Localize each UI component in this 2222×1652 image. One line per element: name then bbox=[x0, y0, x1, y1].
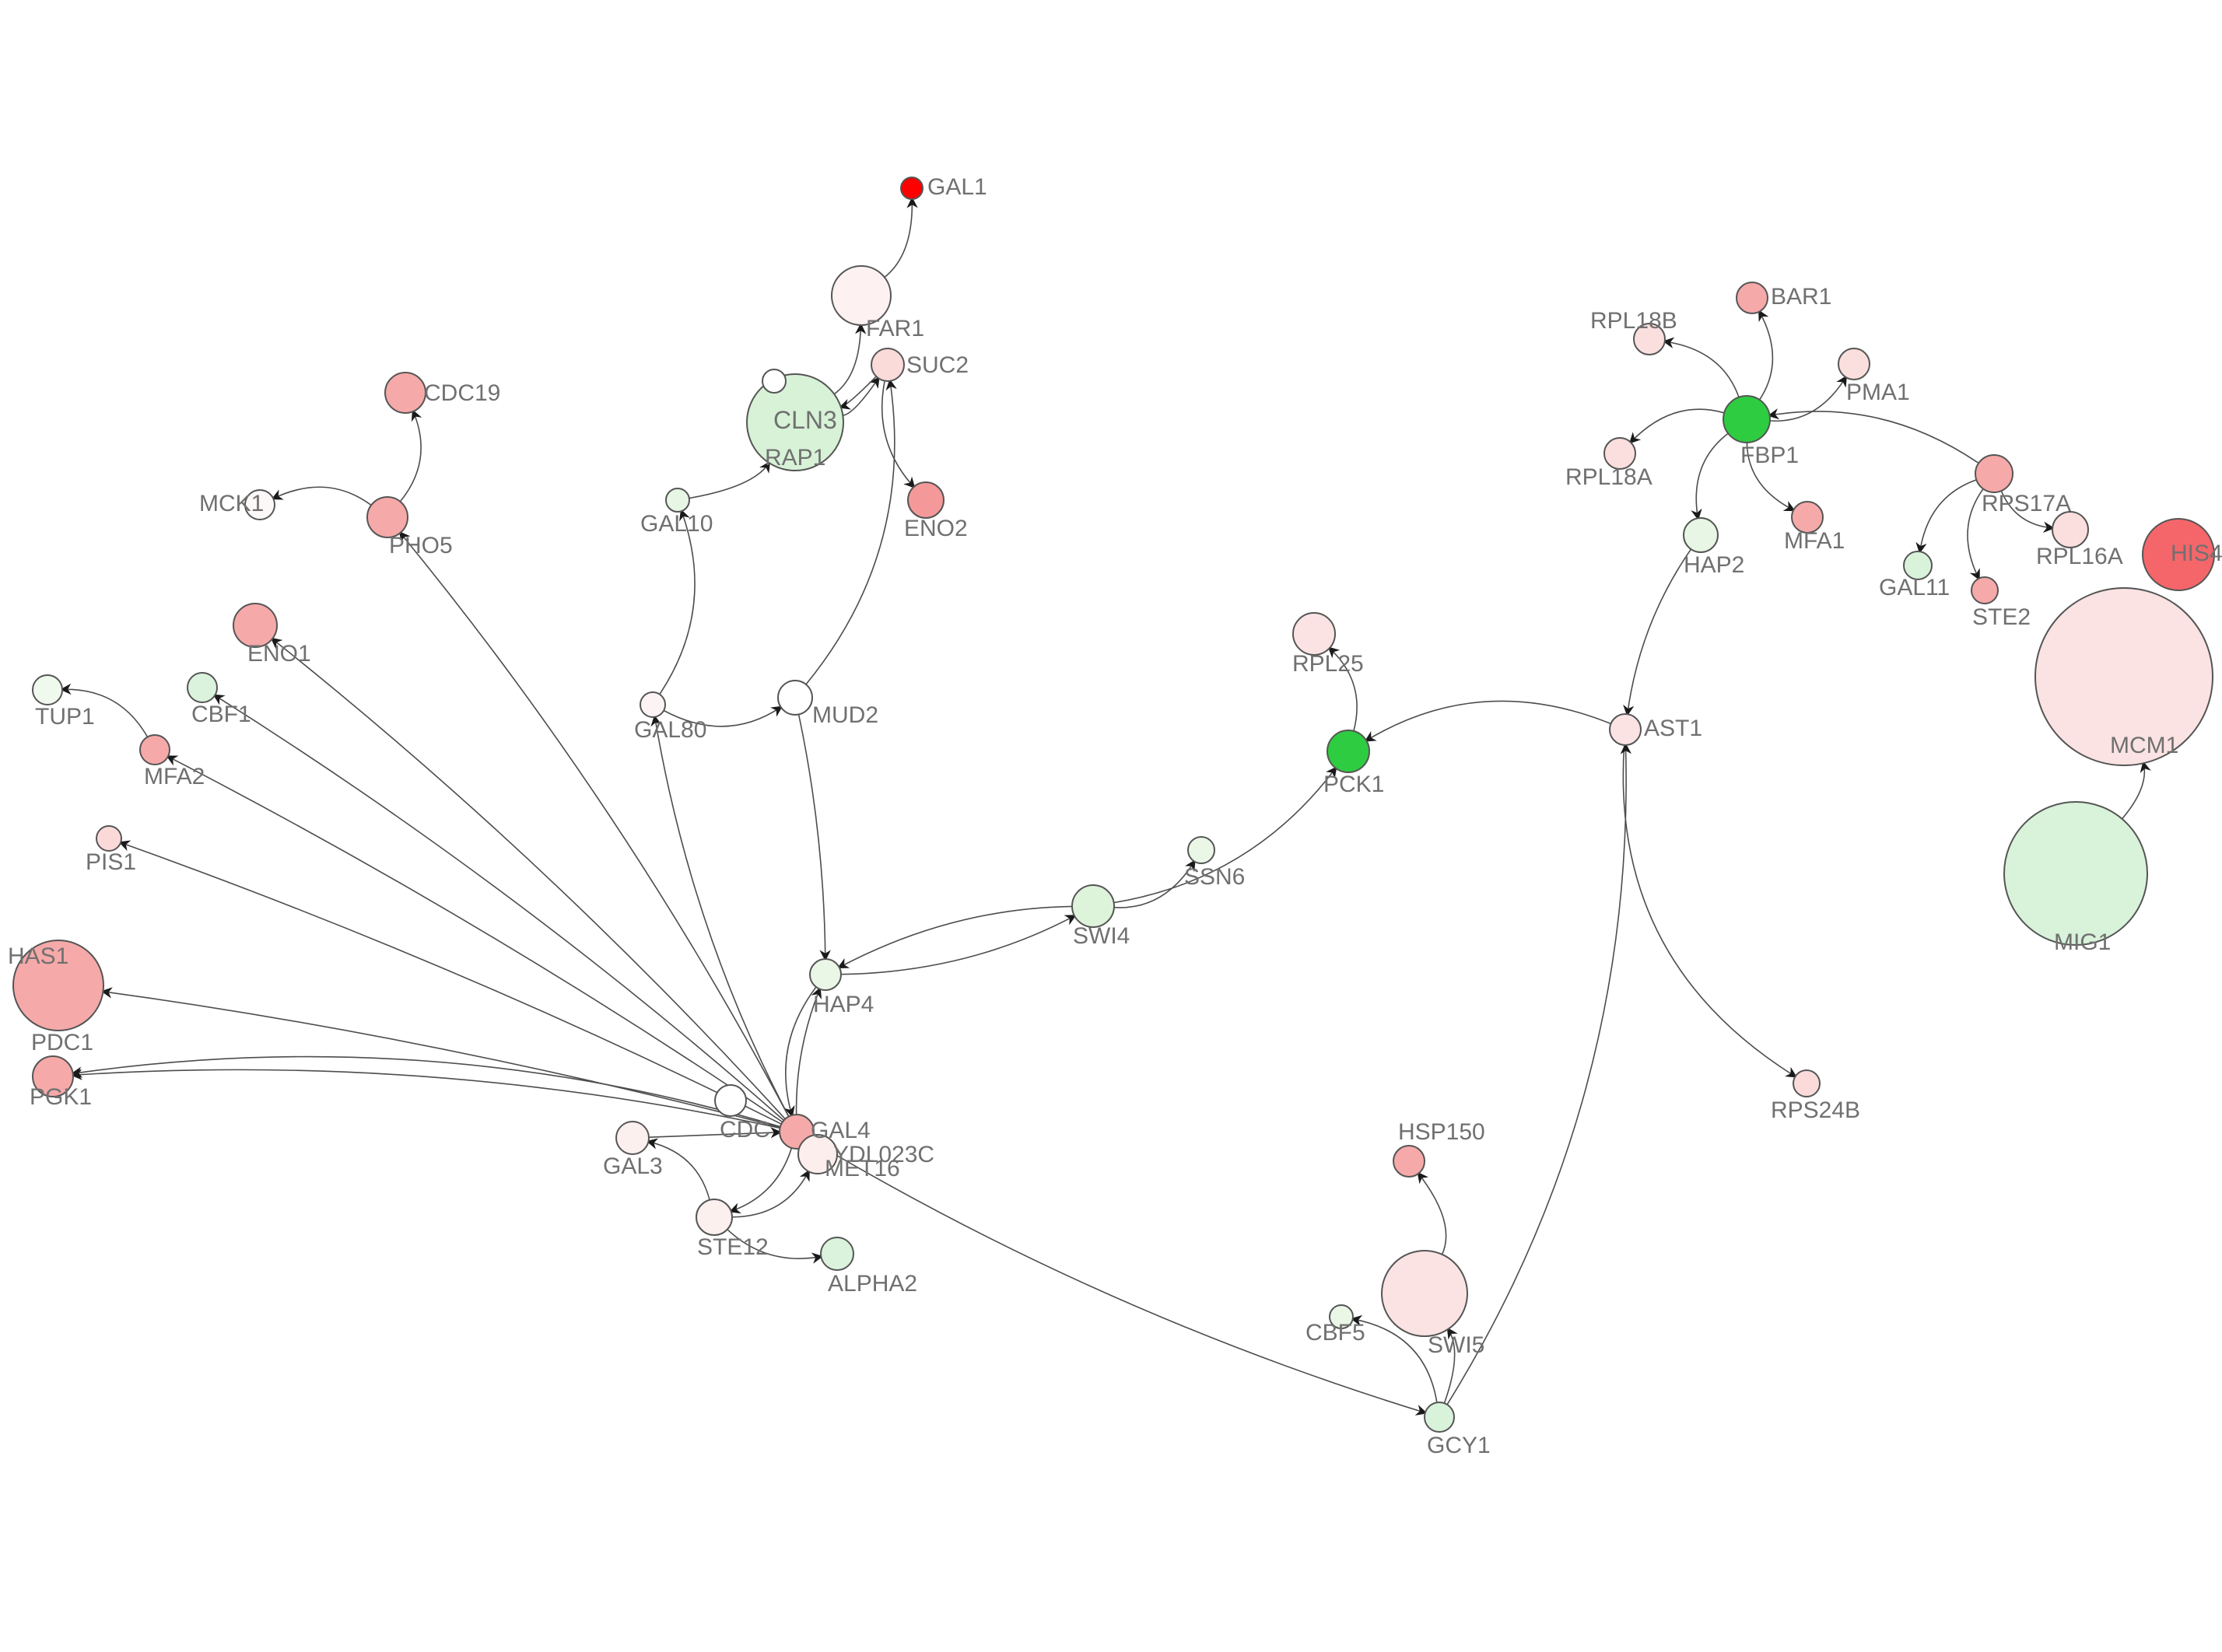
svg-text:MCK1: MCK1 bbox=[199, 491, 264, 516]
svg-text:PMA1: PMA1 bbox=[1846, 380, 1910, 405]
svg-text:GAL3: GAL3 bbox=[603, 1153, 663, 1179]
svg-text:HAP2: HAP2 bbox=[1684, 552, 1744, 578]
svg-text:MCM1: MCM1 bbox=[2110, 733, 2178, 758]
svg-text:GAL11: GAL11 bbox=[1879, 575, 1950, 600]
svg-text:PCK1: PCK1 bbox=[1323, 772, 1384, 797]
svg-text:PDC1: PDC1 bbox=[31, 1030, 93, 1055]
svg-text:SUC2: SUC2 bbox=[906, 352, 969, 378]
svg-text:RPL18A: RPL18A bbox=[1565, 464, 1652, 490]
svg-text:CBF5: CBF5 bbox=[1306, 1320, 1365, 1346]
svg-text:ENO1: ENO1 bbox=[247, 641, 311, 667]
svg-text:MFA1: MFA1 bbox=[1784, 528, 1845, 554]
svg-text:BAR1: BAR1 bbox=[1771, 284, 1831, 310]
svg-text:GCY1: GCY1 bbox=[1427, 1433, 1491, 1458]
svg-text:ENO2: ENO2 bbox=[904, 516, 968, 541]
svg-text:RAP1: RAP1 bbox=[765, 445, 825, 471]
svg-text:TUP1: TUP1 bbox=[35, 704, 95, 730]
svg-text:HAP4: HAP4 bbox=[813, 992, 874, 1017]
svg-text:GAL10: GAL10 bbox=[640, 511, 713, 537]
svg-text:SWI4: SWI4 bbox=[1073, 923, 1130, 949]
svg-text:RPS17A: RPS17A bbox=[1982, 491, 2071, 516]
svg-text:SSN6: SSN6 bbox=[1184, 864, 1245, 890]
svg-text:RPL18B: RPL18B bbox=[1590, 308, 1677, 334]
svg-text:AST1: AST1 bbox=[1644, 716, 1702, 741]
svg-text:RPS24B: RPS24B bbox=[1771, 1097, 1860, 1123]
svg-text:FBP1: FBP1 bbox=[1740, 443, 1799, 468]
svg-text:MFA2: MFA2 bbox=[144, 764, 205, 789]
svg-text:ALPHA2: ALPHA2 bbox=[828, 1271, 917, 1297]
svg-text:PIS1: PIS1 bbox=[86, 849, 136, 875]
svg-text:RPL16A: RPL16A bbox=[2036, 544, 2123, 569]
svg-text:MIG1: MIG1 bbox=[2054, 929, 2111, 955]
svg-text:GAL80: GAL80 bbox=[634, 717, 706, 743]
svg-text:CDC: CDC bbox=[720, 1117, 770, 1143]
svg-text:CBF1: CBF1 bbox=[191, 702, 251, 727]
svg-text:STE2: STE2 bbox=[1972, 604, 2031, 630]
svg-text:GAL1: GAL1 bbox=[927, 174, 987, 200]
svg-text:GAL4: GAL4 bbox=[811, 1118, 871, 1143]
svg-text:STE12: STE12 bbox=[697, 1234, 769, 1260]
svg-text:HIS4: HIS4 bbox=[2171, 541, 2222, 566]
svg-text:HSP150: HSP150 bbox=[1398, 1119, 1485, 1145]
svg-text:CDC19: CDC19 bbox=[424, 380, 500, 406]
svg-text:CLN3: CLN3 bbox=[773, 406, 837, 434]
svg-text:PHO5: PHO5 bbox=[389, 533, 453, 558]
svg-text:MUD2: MUD2 bbox=[812, 702, 878, 728]
svg-text:MET16: MET16 bbox=[825, 1156, 900, 1181]
svg-text:PGK1: PGK1 bbox=[30, 1084, 92, 1110]
svg-text:HAS1: HAS1 bbox=[8, 943, 68, 969]
svg-text:SWI5: SWI5 bbox=[1428, 1332, 1484, 1358]
svg-text:FAR1: FAR1 bbox=[866, 316, 924, 341]
svg-text:RPL25: RPL25 bbox=[1292, 651, 1364, 677]
